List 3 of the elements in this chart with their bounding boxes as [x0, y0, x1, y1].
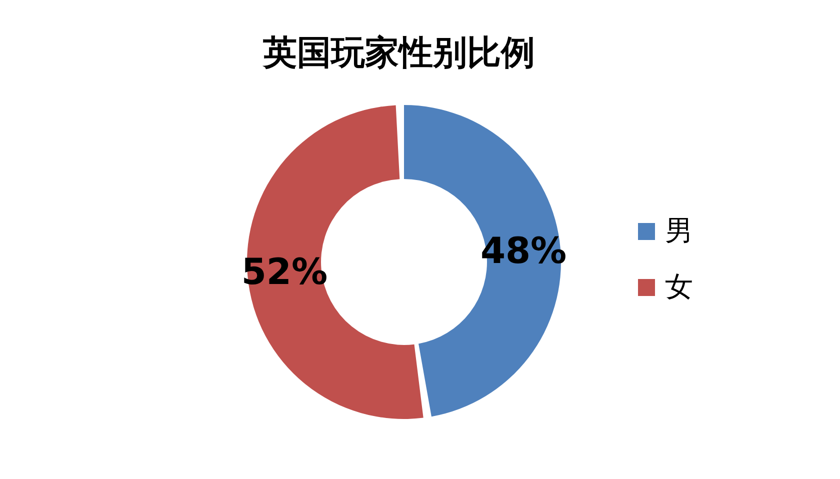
legend-label: 女 — [665, 269, 693, 305]
legend-label: 男 — [665, 213, 693, 249]
chart-title: 英国玩家性别比例 — [262, 32, 536, 75]
